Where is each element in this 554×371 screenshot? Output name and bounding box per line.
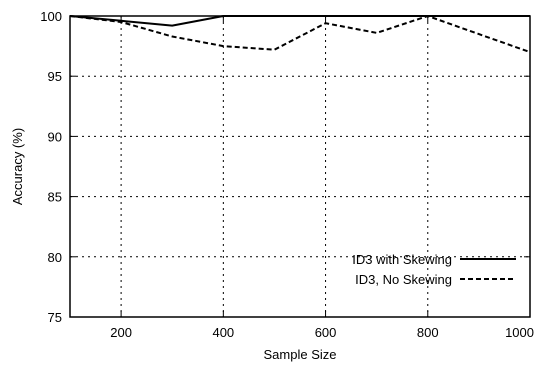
y-tick-label-95: 95 <box>48 69 62 84</box>
series-line-id3-with-skewing <box>69 15 530 27</box>
y-tick-label-90: 90 <box>48 129 62 144</box>
x-axis-title: Sample Size <box>264 347 337 362</box>
legend-label-id3-with-skewing: ID3 with Skewing <box>352 252 452 267</box>
x-tick-label-600: 600 <box>315 325 337 340</box>
x-tick-label-400: 400 <box>212 325 234 340</box>
x-tick-label-200: 200 <box>110 325 132 340</box>
legend: ID3 with Skewing ID3, No Skewing <box>352 252 516 287</box>
x-tick-label-1000: 1000 <box>505 325 534 340</box>
x-tick-label-800: 800 <box>417 325 439 340</box>
y-tick-label-80: 80 <box>48 250 62 265</box>
series-lines <box>69 15 531 54</box>
grid-lines <box>70 16 530 317</box>
y-tick-label-75: 75 <box>48 310 62 325</box>
y-tick-label-100: 100 <box>40 9 62 24</box>
legend-label-id3-no-skewing: ID3, No Skewing <box>355 272 452 287</box>
series-line-id3-no-skewing <box>69 15 531 54</box>
axis-ticks: 75 80 85 90 95 100 200 400 600 800 1000 <box>40 9 534 340</box>
y-axis-title: Accuracy (%) <box>10 128 25 205</box>
plot-frame <box>69 15 531 318</box>
y-tick-label-85: 85 <box>48 190 62 205</box>
